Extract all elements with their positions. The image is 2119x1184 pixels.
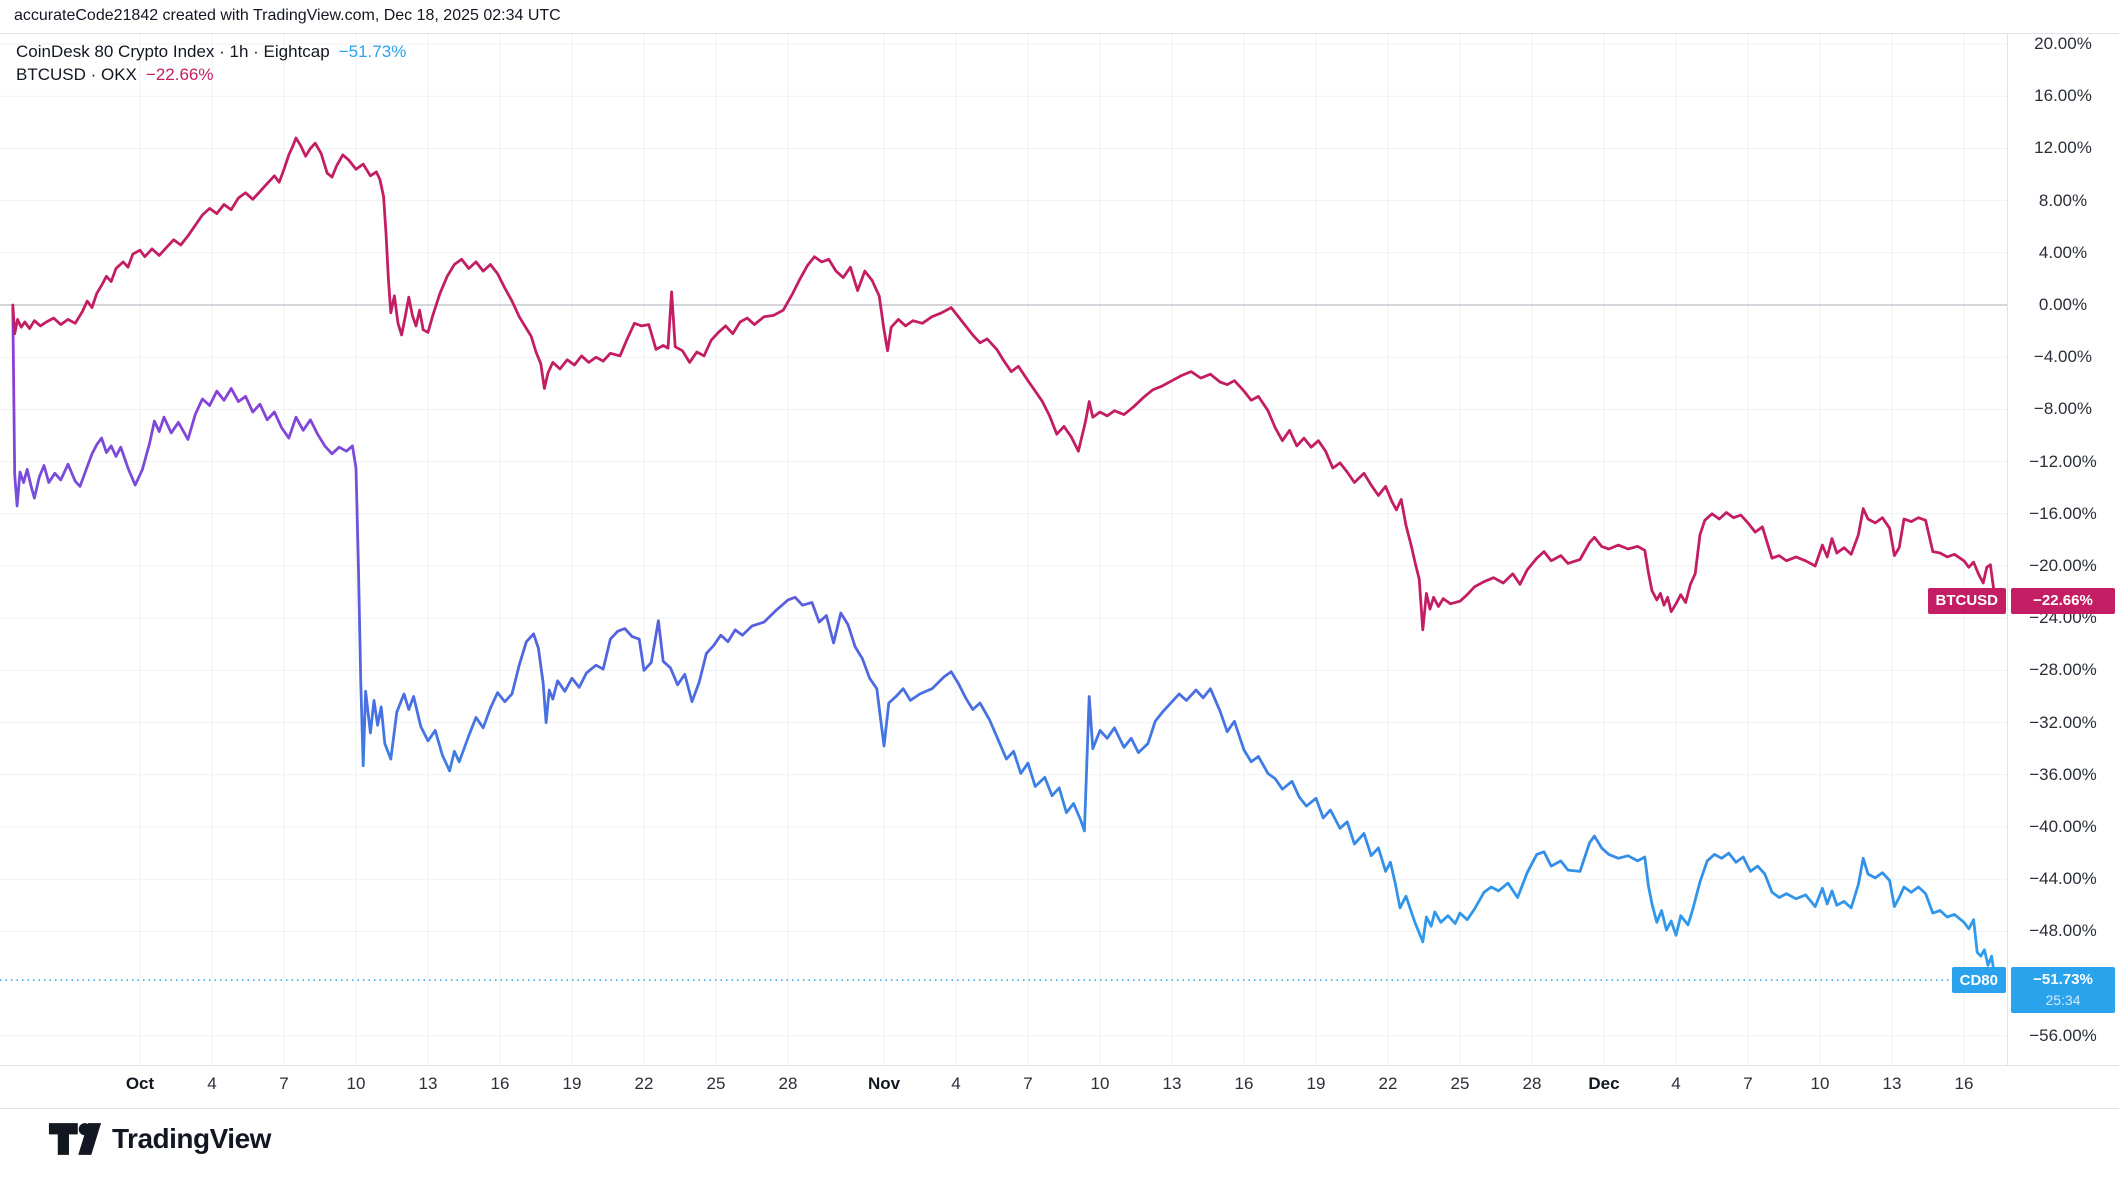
time-scale-day-label: 16: [490, 1074, 510, 1093]
vertical-gridlines: [139, 33, 1965, 1065]
price-scale-label: 8.00%: [2038, 190, 2088, 210]
time-scale-day-label: 10: [1090, 1074, 1110, 1093]
time-scale-month-label: Dec: [1588, 1074, 1620, 1093]
tradingview-logo-text: TradingView: [112, 1123, 271, 1154]
time-scale-day-label: 25: [706, 1074, 726, 1093]
btcusd-price-badge: −22.66%: [2011, 587, 2115, 614]
price-scale-label: −44.00%: [2029, 869, 2097, 889]
time-scale-day-label: 25: [1450, 1074, 1470, 1093]
price-scale-label: −56.00%: [2029, 1025, 2097, 1045]
cd80-line-series[interactable]: [11, 306, 1997, 982]
price-scale-label: −8.00%: [2033, 399, 2093, 419]
time-scale-day-label: 16: [1234, 1074, 1254, 1093]
price-scale-label: 4.00%: [2038, 242, 2088, 262]
time-scale-day-label: 13: [1162, 1074, 1182, 1093]
price-scale-label: −4.00%: [2033, 347, 2093, 367]
btcusd-line-series[interactable]: [11, 136, 1997, 632]
price-scale-label: 20.00%: [2034, 34, 2092, 53]
legend-row-cd80[interactable]: CoinDesk 80 Crypto Index · 1h · Eightcap…: [16, 41, 406, 63]
time-scale-day-label: 28: [778, 1074, 798, 1093]
price-scale-label: −20.00%: [2029, 556, 2097, 575]
price-scale-label: −36.00%: [2029, 764, 2097, 784]
time-scale-day-label: 4: [207, 1074, 217, 1093]
time-scale-month-label: Nov: [867, 1074, 901, 1093]
cd80-symbol-badge: CD80: [1951, 967, 2006, 994]
tradingview-logo[interactable]: TradingView: [48, 1122, 271, 1156]
price-scale-label: 12.00%: [2034, 138, 2092, 158]
cd80-bar-countdown: 25:34: [2045, 992, 2081, 1009]
chart-legend: CoinDesk 80 Crypto Index · 1h · Eightcap…: [16, 41, 406, 87]
snapshot-header-text: accurateCode21842 created with TradingVi…: [14, 7, 561, 24]
time-scale-day-label: 7: [279, 1074, 289, 1093]
legend-row-btcusd[interactable]: BTCUSD · OKX −22.66%: [16, 64, 406, 86]
btcusd-symbol-badge: BTCUSD: [1927, 587, 2006, 614]
price-scale-label: −16.00%: [2029, 503, 2097, 523]
time-scale-day-label: 19: [1306, 1074, 1326, 1093]
horizontal-gridlines: [0, 43, 2007, 1037]
price-scale-label: −40.00%: [2029, 817, 2097, 836]
time-scale-day-label: 22: [1378, 1074, 1398, 1093]
time-scale-day-label: 10: [346, 1074, 366, 1093]
price-scale-label: −32.00%: [2029, 712, 2097, 732]
time-scale-month-label: Oct: [125, 1074, 155, 1093]
time-scale-day-label: 7: [1743, 1074, 1753, 1093]
price-scale-label: −28.00%: [2029, 660, 2097, 680]
legend-cd80-title: CoinDesk 80 Crypto Index · 1h · Eightcap: [16, 42, 330, 61]
tradingview-logo-icon: [48, 1123, 102, 1155]
time-scale-day-label: 13: [1882, 1074, 1902, 1093]
legend-btcusd-change-value: −22.66%: [145, 65, 214, 84]
time-scale-day-label: 22: [634, 1074, 654, 1093]
price-scale-label: 16.00%: [2034, 86, 2092, 106]
time-scale-day-label: 19: [562, 1074, 582, 1093]
time-scale-day-label: 13: [418, 1074, 438, 1093]
legend-btcusd-title: BTCUSD · OKX: [16, 65, 137, 84]
time-scale-day-label: 4: [951, 1074, 961, 1093]
time-scale-day-label: 7: [1023, 1074, 1033, 1093]
price-scale-label: −12.00%: [2029, 451, 2097, 471]
time-scale-day-label: 16: [1954, 1074, 1974, 1093]
price-scale-label: −48.00%: [2029, 921, 2097, 941]
legend-cd80-change-value: −51.73%: [338, 42, 407, 61]
pane-borders: [0, 33, 2119, 1109]
cd80-price-badge: −51.73% 25:34: [2011, 967, 2115, 1014]
time-scale-day-label: 28: [1522, 1074, 1542, 1093]
time-scale-day-label: 4: [1671, 1074, 1681, 1093]
time-scale-day-label: 10: [1810, 1074, 1830, 1093]
price-scale-label: 0.00%: [2038, 295, 2088, 314]
